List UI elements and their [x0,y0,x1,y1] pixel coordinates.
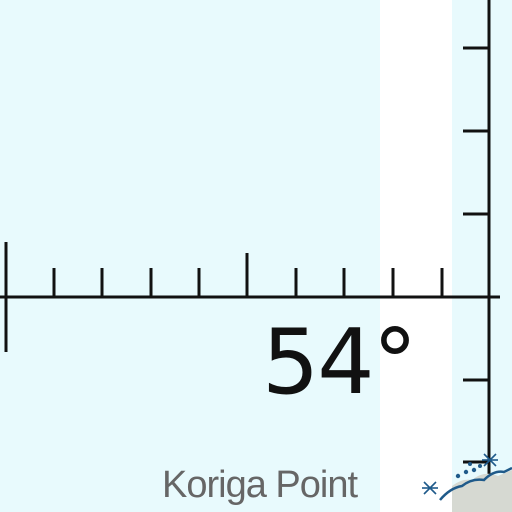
rock-hazard-icon [422,453,498,495]
coastline [439,466,512,501]
longitude-line [463,0,491,512]
land-area [452,470,512,512]
latitude-line [0,242,500,352]
clear-strip [380,0,452,512]
place-label-koriga-point: Koriga Point [162,464,358,506]
latitude-label: 54° [262,310,418,415]
